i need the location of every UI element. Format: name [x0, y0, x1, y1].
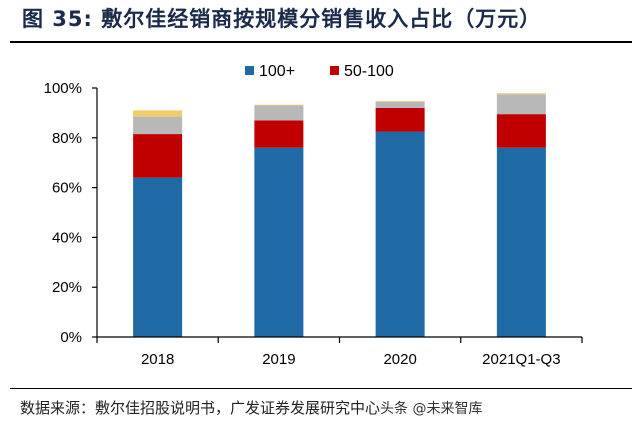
legend-label-50-100: 50-100: [344, 63, 394, 80]
x-tick-label: 2018: [141, 351, 174, 368]
source-divider: [10, 388, 632, 389]
bar-other-gray-2020: [375, 101, 425, 108]
figure-title: 图 35: 敷尔佳经销商按规模分销售收入占比（万元）: [22, 7, 542, 31]
legend-swatch-50-100: [330, 66, 339, 75]
bar-other-gray-2018: [133, 116, 183, 135]
bar-100+-2018: [133, 177, 183, 337]
legend: 100+ 50-100: [245, 63, 394, 80]
bars: [133, 93, 546, 337]
stacked-bar-chart: 100+ 50-100 0% 20% 40% 60% 80% 100% 2018 2019 202…: [44, 63, 583, 368]
bar-100+-2021Q1-Q3: [496, 147, 546, 337]
bar-50-100-2021Q1-Q3: [496, 114, 546, 148]
bar-50-100-2018: [133, 134, 183, 178]
x-tick-label: 2021Q1-Q3: [482, 351, 560, 368]
watermark: 头条 @未来智库: [380, 401, 483, 417]
bar-other-gray-2021Q1-Q3: [496, 94, 546, 115]
bar-100+-2019: [254, 147, 304, 337]
bar-other-yellow-2021Q1-Q3: [496, 93, 546, 95]
bar-other-gray-2019: [254, 105, 304, 121]
source-note: 数据来源：敷尔佳招股说明书，广发证券发展研究中心头条 @未来智库: [20, 397, 482, 418]
y-tick-label: 60%: [52, 180, 82, 197]
y-tick-label: 20%: [52, 279, 82, 296]
x-tick-label: 2019: [262, 351, 295, 368]
y-tick-label: 0%: [60, 329, 82, 346]
x-tick-label: 2020: [383, 351, 416, 368]
bar-100+-2020: [375, 131, 425, 337]
y-tick-label: 100%: [44, 80, 82, 97]
axes: 0% 20% 40% 60% 80% 100% 2018 2019 2020 2021Q1-Q3: [44, 80, 583, 368]
bar-other-yellow-2019: [254, 104, 304, 106]
bar-50-100-2019: [254, 120, 304, 148]
y-tick-label: 80%: [52, 130, 82, 147]
bar-50-100-2020: [375, 107, 425, 132]
y-tick-label: 40%: [52, 229, 82, 246]
bar-other-yellow-2018: [133, 110, 183, 117]
bar-other-yellow-2020: [375, 100, 425, 102]
legend-label-100+: 100+: [259, 63, 295, 80]
legend-swatch-100+: [245, 66, 254, 75]
source-text: 数据来源：敷尔佳招股说明书，广发证券发展研究中心: [20, 399, 381, 417]
title-divider: [10, 41, 632, 43]
